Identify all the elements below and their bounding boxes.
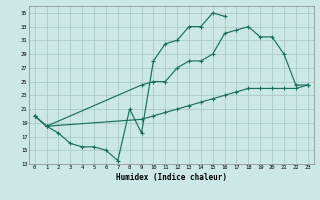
X-axis label: Humidex (Indice chaleur): Humidex (Indice chaleur) [116,173,227,182]
